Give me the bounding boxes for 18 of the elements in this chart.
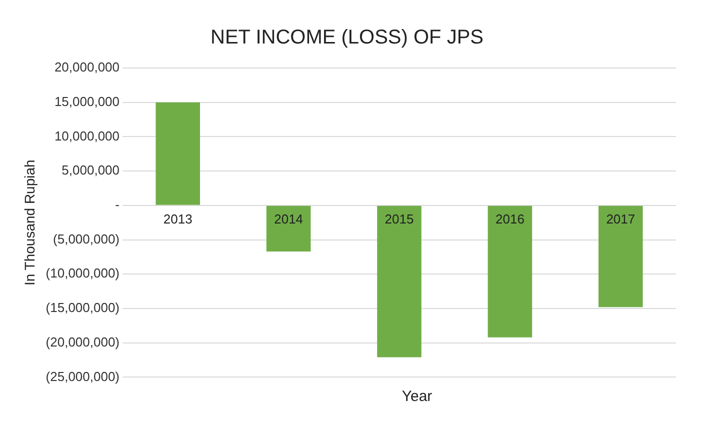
y-tick-label: 10,000,000 [54, 128, 120, 144]
y-tick-label: 15,000,000 [54, 94, 120, 109]
y-tick-label: (15,000,000) [46, 300, 120, 316]
x-tick-label: 2013 [163, 212, 192, 226]
x-tick-label: 2017 [606, 212, 636, 226]
y-tick-label: (5,000,000) [53, 231, 120, 246]
x-axis-title: Year [400, 388, 434, 405]
y-tick-label: - [115, 197, 120, 212]
y-tick-label: (25,000,000) [46, 368, 120, 384]
chart-title: NET INCOME (LOSS) OF JPS [210, 26, 484, 49]
y-tick-label: 20,000,000 [54, 60, 120, 75]
x-tick-label: 2015 [384, 212, 414, 226]
y-axis-title: In Thousand Rupiah [21, 160, 38, 286]
x-tick-label: 2016 [495, 212, 524, 226]
y-tick-label: (10,000,000) [46, 266, 120, 281]
y-tick-label: 5,000,000 [62, 162, 120, 178]
x-tick-label: 2014 [274, 212, 304, 226]
y-tick-label: (20,000,000) [46, 334, 120, 350]
